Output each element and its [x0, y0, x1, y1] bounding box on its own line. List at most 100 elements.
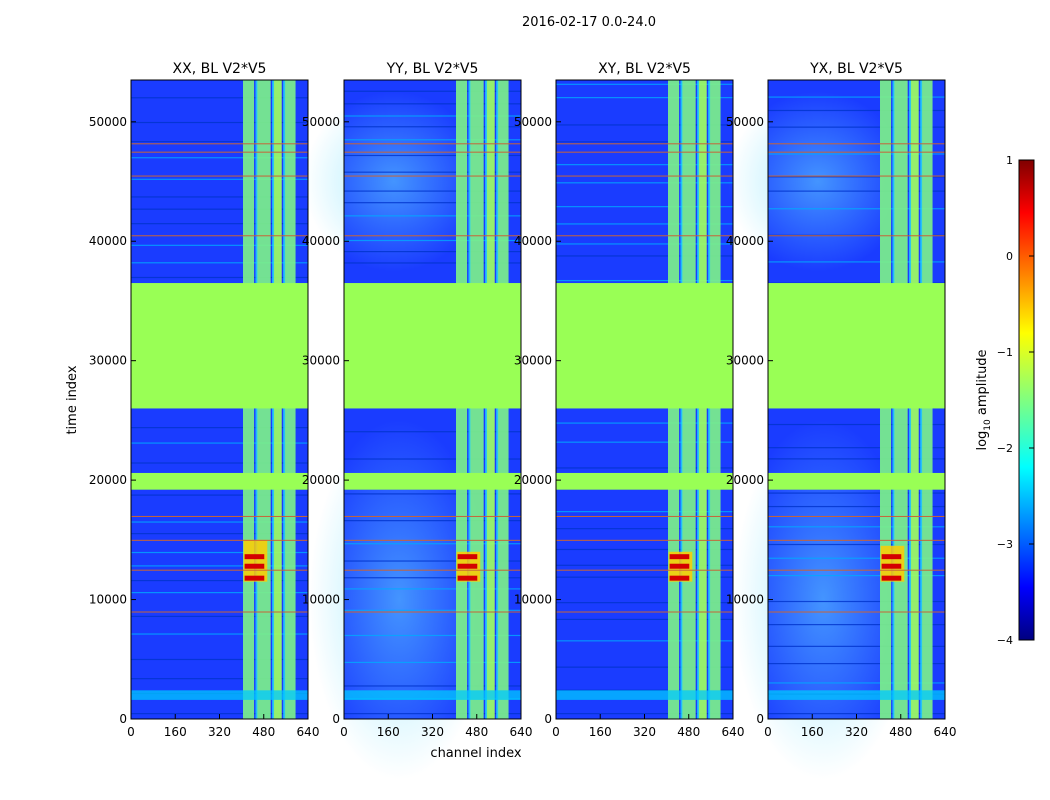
heatmap-row-texture — [344, 262, 521, 264]
heatmap-row-texture — [556, 713, 733, 715]
hotspot-core — [669, 554, 690, 560]
heatmap-row-texture — [131, 276, 308, 279]
heatmap-row-texture — [344, 139, 521, 141]
heatmap-row-texture — [344, 171, 521, 173]
flag-line — [556, 515, 733, 517]
flag-line — [768, 611, 945, 613]
heatmap-haze — [733, 419, 914, 780]
hotspot-core — [881, 563, 902, 569]
x-tick-label: 0 — [127, 725, 135, 739]
hotspot-core — [244, 563, 265, 569]
heatmap-row-texture — [768, 492, 945, 494]
heatmap-row-texture — [344, 520, 521, 522]
hotspot-region — [243, 539, 268, 582]
heatmap-row-texture — [131, 551, 308, 554]
colorbar-label-rest: amplitude — [975, 349, 990, 419]
flag-line — [556, 151, 733, 153]
flag-line — [556, 569, 733, 571]
flag-line — [131, 151, 308, 153]
colorbar-tick-label: 1 — [1006, 154, 1013, 167]
flag-line — [556, 175, 733, 177]
heatmap-row-texture — [556, 182, 733, 184]
y-tick-label: 50000 — [302, 115, 340, 129]
heatmap-row-texture — [768, 261, 945, 263]
flagged-region — [344, 283, 521, 409]
flagged-region — [131, 283, 308, 409]
x-tick-label: 480 — [889, 725, 912, 739]
colorbar-tick-label: −1 — [997, 346, 1013, 359]
heatmap-row-texture — [131, 579, 308, 582]
heatmap-row-texture — [556, 564, 733, 566]
colorbar-label-sub: 10 — [983, 419, 993, 431]
heatmap-row-texture — [131, 244, 308, 246]
flagged-region — [556, 472, 733, 490]
x-tick-label: 0 — [764, 725, 772, 739]
colorbar-gradient — [1018, 159, 1035, 641]
flag-line — [344, 151, 521, 153]
heatmap-row-texture — [556, 511, 733, 513]
rfi-band — [768, 690, 945, 700]
colorbar-label: log10 amplitude — [975, 349, 993, 450]
y-tick-label: 10000 — [514, 593, 552, 607]
panel-title: XY, BL V2*V5 — [598, 61, 691, 77]
flag-line — [344, 175, 521, 177]
y-tick-label: 10000 — [89, 593, 127, 607]
heatmap-row-texture — [344, 588, 521, 590]
heatmap-row-texture — [131, 427, 308, 429]
y-tick-label: 20000 — [302, 473, 340, 487]
colorbar-tick-label: −4 — [997, 634, 1013, 647]
heatmap-haze — [303, 91, 484, 272]
x-tick-label: 0 — [552, 725, 560, 739]
x-tick-label: 320 — [208, 725, 231, 739]
y-tick-label: 50000 — [514, 115, 552, 129]
heatmap-row-texture — [131, 713, 308, 715]
x-tick-label: 320 — [633, 725, 656, 739]
y-tick-label: 40000 — [302, 234, 340, 248]
heatmap-row-texture — [131, 97, 308, 99]
heatmap-row-texture — [556, 279, 733, 282]
heatmap-row-texture — [344, 251, 521, 253]
x-tick-label: 640 — [934, 725, 957, 739]
heatmap-row-texture — [131, 442, 308, 444]
heatmap-row-texture — [556, 467, 733, 469]
flag-line — [768, 235, 945, 237]
panels: XX, BL V2*V5 0 160 320 480 640 0 10000 20000 3000… — [89, 61, 957, 780]
heatmap-row-texture — [556, 97, 733, 99]
y-tick-label: 50000 — [726, 115, 764, 129]
heatmap-row-texture — [556, 141, 733, 143]
heatmap-row-texture — [131, 140, 308, 143]
heatmap-row-texture — [131, 208, 308, 210]
y-tick-label: 30000 — [726, 354, 764, 368]
heatmap-row-texture — [344, 577, 521, 579]
heatmap-row-texture — [344, 713, 521, 715]
x-tick-label: 640 — [722, 725, 745, 739]
heatmap-row-texture — [556, 223, 733, 225]
colorbar-label-base: log — [975, 431, 990, 451]
heatmap-row-texture — [131, 196, 308, 198]
y-tick-label: 40000 — [514, 234, 552, 248]
heatmap-row-texture — [768, 96, 945, 98]
heatmap-row-texture — [344, 634, 521, 637]
heatmap-row-texture — [768, 574, 945, 577]
colorbar-tick-label: 0 — [1006, 250, 1013, 263]
heatmap-row-texture — [556, 618, 733, 621]
y-tick-label: 10000 — [302, 593, 340, 607]
heatmap-row-texture — [344, 154, 521, 157]
hotspot-core — [881, 554, 902, 560]
x-axis-label: channel index — [430, 746, 521, 761]
hotspot-core — [669, 575, 690, 581]
heatmap-row-texture — [131, 521, 308, 523]
colorbar: 10−1−2−3−4 log10 amplitude — [975, 154, 1035, 647]
heatmap-row-texture — [556, 441, 733, 443]
heatmap-row-texture — [768, 557, 945, 559]
heatmap-row-texture — [768, 624, 945, 626]
panel-yy: YY, BL V2*V5 0 160 320 480 640 0 10000 20000 3000… — [302, 61, 532, 780]
flag-line — [344, 515, 521, 517]
heatmap-row-texture — [768, 543, 945, 546]
y-tick-label: 0 — [332, 712, 340, 726]
rfi-band — [344, 690, 521, 700]
heatmap-row-texture — [768, 645, 945, 647]
x-tick-label: 160 — [377, 725, 400, 739]
heatmap-row-texture — [344, 239, 521, 242]
heatmap-row-texture — [768, 447, 945, 449]
